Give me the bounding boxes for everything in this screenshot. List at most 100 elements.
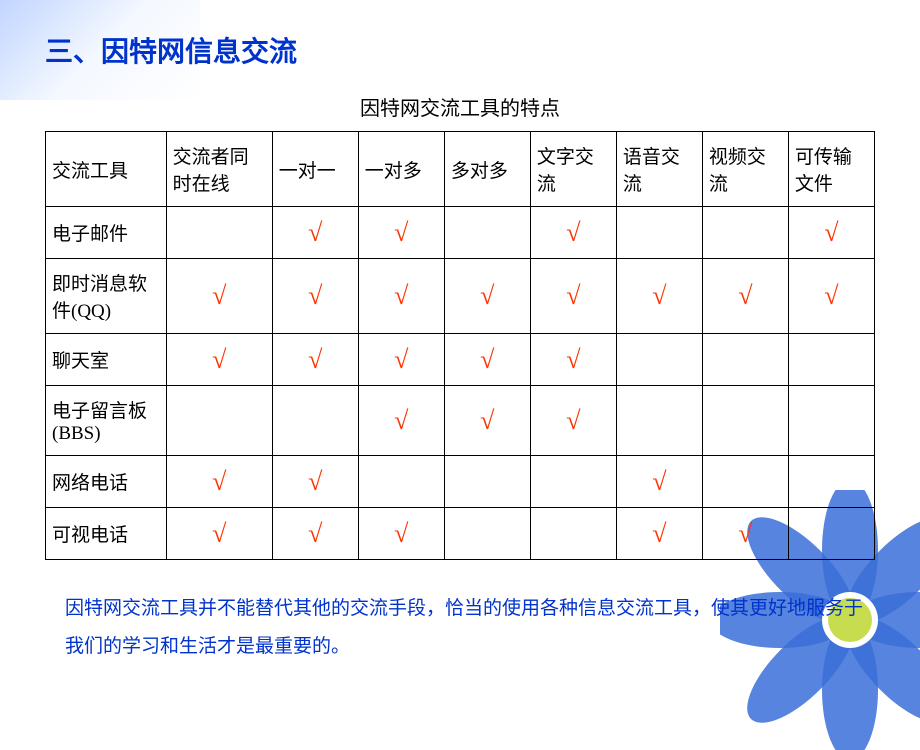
feature-cell: √ (166, 259, 272, 334)
feature-cell (702, 334, 788, 386)
feature-cell (788, 456, 874, 508)
feature-cell: √ (358, 259, 444, 334)
checkmark-icon: √ (173, 281, 266, 311)
feature-cell: √ (616, 259, 702, 334)
checkmark-icon: √ (279, 519, 352, 549)
feature-cell (530, 508, 616, 560)
feature-cell: √ (358, 386, 444, 456)
feature-cell: √ (616, 508, 702, 560)
checkmark-icon: √ (365, 345, 438, 375)
checkmark-icon: √ (537, 406, 610, 436)
feature-cell (702, 386, 788, 456)
checkmark-icon: √ (537, 218, 610, 248)
feature-cell (788, 386, 874, 456)
feature-cell (272, 386, 358, 456)
feature-cell (788, 334, 874, 386)
column-header: 多对多 (444, 132, 530, 207)
feature-cell: √ (616, 456, 702, 508)
feature-cell: √ (530, 259, 616, 334)
feature-cell: √ (444, 386, 530, 456)
row-label: 聊天室 (46, 334, 167, 386)
feature-cell (702, 207, 788, 259)
table-body: 电子邮件√√√√即时消息软件(QQ)√√√√√√√√聊天室√√√√√电子留言板(… (46, 207, 875, 560)
feature-cell (444, 456, 530, 508)
checkmark-icon: √ (451, 281, 524, 311)
row-label: 可视电话 (46, 508, 167, 560)
feature-cell (702, 456, 788, 508)
feature-cell (444, 508, 530, 560)
table-row: 电子留言板(BBS) √ √ √ (46, 386, 875, 456)
table-row: 网络电话√√√ (46, 456, 875, 508)
checkmark-icon: √ (279, 345, 352, 375)
checkmark-icon: √ (365, 519, 438, 549)
checkmark-icon: √ (537, 281, 610, 311)
feature-cell (166, 386, 272, 456)
checkmark-icon: √ (451, 406, 524, 436)
checkmark-icon: √ (365, 281, 438, 311)
checkmark-icon: √ (279, 467, 352, 497)
feature-cell: √ (702, 259, 788, 334)
column-header: 文字交流 (530, 132, 616, 207)
row-label: 即时消息软件(QQ) (46, 259, 167, 334)
column-header: 交流者同时在线 (166, 132, 272, 207)
checkmark-icon: √ (451, 345, 524, 375)
table-row: 聊天室√√√√√ (46, 334, 875, 386)
checkmark-icon: √ (709, 519, 782, 549)
feature-cell (616, 207, 702, 259)
feature-cell (616, 334, 702, 386)
checkmark-icon: √ (279, 281, 352, 311)
column-header: 可传输文件 (788, 132, 874, 207)
feature-cell: √ (272, 456, 358, 508)
checkmark-icon: √ (795, 281, 868, 311)
feature-cell: √ (702, 508, 788, 560)
table-row: 即时消息软件(QQ)√√√√√√√√ (46, 259, 875, 334)
feature-cell: √ (166, 508, 272, 560)
table-row: 电子邮件 √ √ √ √ (46, 207, 875, 259)
feature-cell: √ (444, 334, 530, 386)
feature-cell (788, 508, 874, 560)
feature-cell (358, 456, 444, 508)
comparison-table: 交流工具交流者同时在线一对一一对多多对多文字交流语音交流视频交流可传输文件 电子… (45, 131, 875, 560)
feature-cell: √ (272, 334, 358, 386)
row-label: 电子邮件 (46, 207, 167, 259)
slide-content: 三、因特网信息交流 因特网交流工具的特点 交流工具交流者同时在线一对一一对多多对… (0, 0, 920, 686)
checkmark-icon: √ (173, 519, 266, 549)
feature-cell: √ (358, 508, 444, 560)
checkmark-icon: √ (365, 218, 438, 248)
checkmark-icon: √ (623, 467, 696, 497)
column-header: 视频交流 (702, 132, 788, 207)
table-header-row: 交流工具交流者同时在线一对一一对多多对多文字交流语音交流视频交流可传输文件 (46, 132, 875, 207)
feature-cell: √ (530, 334, 616, 386)
checkmark-icon: √ (623, 519, 696, 549)
checkmark-icon: √ (709, 281, 782, 311)
table-row: 可视电话√√√√√ (46, 508, 875, 560)
feature-cell: √ (166, 456, 272, 508)
checkmark-icon: √ (173, 467, 266, 497)
feature-cell (616, 386, 702, 456)
column-header: 一对多 (358, 132, 444, 207)
feature-cell (166, 207, 272, 259)
feature-cell: √ (272, 259, 358, 334)
feature-cell: √ (272, 207, 358, 259)
feature-cell (530, 456, 616, 508)
feature-cell: √ (358, 334, 444, 386)
feature-cell: √ (788, 207, 874, 259)
feature-cell: √ (166, 334, 272, 386)
feature-cell: √ (358, 207, 444, 259)
feature-cell (444, 207, 530, 259)
section-title: 三、因特网信息交流 (45, 30, 875, 70)
row-label: 网络电话 (46, 456, 167, 508)
feature-cell: √ (788, 259, 874, 334)
checkmark-icon: √ (279, 218, 352, 248)
footer-note: 因特网交流工具并不能替代其他的交流手段，恰当的使用各种信息交流工具，使其更好地服… (45, 590, 875, 666)
checkmark-icon: √ (795, 218, 868, 248)
column-header: 语音交流 (616, 132, 702, 207)
row-label: 电子留言板(BBS) (46, 386, 167, 456)
checkmark-icon: √ (173, 345, 266, 375)
feature-cell: √ (444, 259, 530, 334)
column-header: 交流工具 (46, 132, 167, 207)
checkmark-icon: √ (365, 406, 438, 436)
checkmark-icon: √ (537, 345, 610, 375)
column-header: 一对一 (272, 132, 358, 207)
feature-cell: √ (530, 207, 616, 259)
